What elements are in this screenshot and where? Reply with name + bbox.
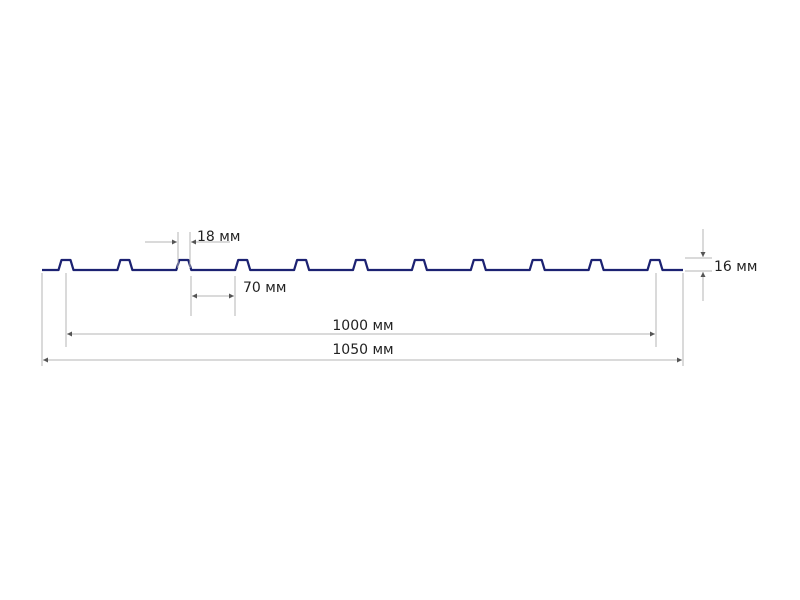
total-width-label: 1050 мм bbox=[332, 342, 393, 358]
dimension-70mm: 70 мм bbox=[190, 276, 286, 316]
dimension-16mm: 16 мм bbox=[685, 229, 757, 301]
rib-height-label: 16 мм bbox=[714, 259, 757, 275]
corrugated-profile-line bbox=[42, 258, 683, 272]
useful-width-label: 1000 мм bbox=[332, 318, 393, 334]
rib-gap-label: 70 мм bbox=[243, 280, 286, 296]
dimension-1050mm: 1050 мм bbox=[41, 273, 684, 366]
rib-top-width-label: 18 мм bbox=[197, 229, 240, 245]
dimension-1000mm: 1000 мм bbox=[65, 273, 657, 347]
dimension-18mm: 18 мм bbox=[145, 229, 240, 268]
